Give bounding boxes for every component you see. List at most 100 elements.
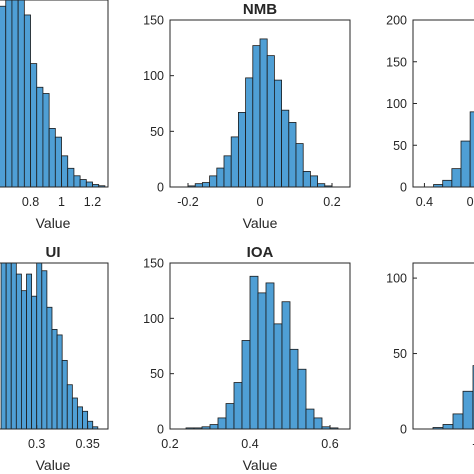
x-tick-label: 0.3	[28, 437, 45, 451]
histogram-bar	[51, 328, 58, 430]
histogram-bar	[217, 417, 227, 430]
histogram-panel-1: -0.2 0 0.2 0 50 100 150 NMB Value	[143, 1, 351, 231]
x-tick-label: 1	[58, 195, 65, 209]
x-tick-label: 0.8	[22, 195, 39, 209]
histogram-bar	[237, 112, 246, 188]
histogram-bar	[5, 0, 13, 188]
panel-title: IOA	[247, 244, 274, 261]
histogram-bar	[56, 334, 63, 430]
histogram-bar	[36, 262, 43, 430]
histogram-bar	[469, 111, 474, 188]
histogram-bar	[313, 417, 323, 430]
y-tick-label: 150	[143, 257, 164, 271]
histogram-bar	[289, 348, 299, 430]
histogram-bar	[0, 5, 7, 188]
histogram-panel-4: 0.2 0.4 0.6 0 50 100 150 IOA Value	[143, 244, 351, 473]
y-tick-label: 0	[400, 423, 407, 437]
histogram-bar	[257, 292, 267, 430]
histogram-bar	[288, 122, 297, 188]
histogram-bar	[302, 171, 311, 188]
histogram-bar	[42, 93, 50, 188]
histogram-panel-0: 0.811.2NGEValue	[0, 0, 109, 231]
histogram-bar	[30, 63, 38, 188]
histogram-bar	[241, 340, 251, 430]
x-axis-label: Value	[243, 215, 278, 231]
histogram-bar	[41, 270, 48, 430]
histogram-bar	[216, 167, 225, 188]
histogram-bar	[225, 403, 235, 430]
histogram-bar	[87, 420, 94, 430]
histogram-bar	[73, 175, 81, 188]
histogram-bar	[305, 408, 315, 430]
y-tick-label: 50	[150, 125, 164, 139]
histogram-bar	[233, 382, 243, 430]
y-tick-label: 50	[393, 347, 407, 361]
histogram-bar	[77, 406, 83, 430]
y-tick-label: 100	[386, 272, 407, 286]
histogram-bar	[460, 140, 471, 188]
histogram-bar	[194, 183, 203, 188]
histogram-bar	[462, 390, 474, 430]
histogram-bar	[66, 384, 73, 430]
histogram-bar	[61, 155, 69, 188]
y-tick-label: 100	[386, 97, 407, 111]
y-tick-label: 100	[143, 312, 164, 326]
histogram-bar	[259, 38, 268, 188]
histogram-bar	[451, 168, 462, 188]
histogram-bar	[17, 0, 25, 188]
histogram-bar	[265, 282, 275, 430]
x-tick-label: 0.4	[241, 437, 258, 451]
histogram-bar	[48, 128, 56, 188]
histogram-bar	[5, 262, 12, 430]
histogram-bar	[82, 410, 89, 430]
histogram-bar	[273, 323, 283, 430]
histogram-bar	[36, 86, 44, 188]
histogram-bar	[297, 368, 307, 430]
histogram-bar	[26, 273, 33, 430]
y-tick-label: 150	[143, 14, 164, 28]
histogram-bar	[281, 109, 290, 188]
x-tick-label: 0.6	[321, 437, 338, 451]
histogram-bar	[71, 397, 78, 430]
histogram-bar	[85, 181, 93, 188]
x-tick-label: 0.4	[416, 195, 433, 209]
histogram-bar	[67, 167, 75, 188]
axes-box	[169, 262, 351, 430]
histogram-panel-2: 0.4 0 0 50 100 150 200	[386, 14, 474, 209]
x-tick-label: 0.2	[161, 437, 178, 451]
histogram-bar	[209, 424, 219, 430]
histogram-bar	[46, 306, 53, 430]
x-tick-label: -0.2	[177, 195, 199, 209]
y-tick-label: 150	[386, 55, 407, 69]
x-tick-label: 0.2	[323, 195, 340, 209]
histogram-bar	[249, 275, 259, 430]
histogram-bar	[245, 77, 254, 188]
axes-box	[0, 0, 109, 188]
histogram-bar	[273, 79, 282, 188]
histogram-bar	[317, 183, 326, 188]
histogram-bar	[10, 262, 17, 430]
y-tick-label: 0	[400, 181, 407, 195]
axes-box	[0, 262, 109, 430]
y-tick-label: 50	[150, 367, 164, 381]
histogram-bar	[11, 0, 19, 188]
histogram-bar	[295, 143, 304, 188]
histogram-bar	[309, 175, 318, 188]
x-tick-label: -0.2	[472, 437, 474, 451]
panel-title: NMB	[243, 1, 277, 18]
histogram-bar	[442, 179, 453, 188]
histogram-bar	[23, 14, 31, 188]
histogram-bar	[442, 424, 454, 430]
x-axis-label: Value	[243, 457, 278, 473]
histogram-bar	[281, 301, 291, 430]
axes-box	[412, 262, 474, 430]
histogram-bar	[61, 359, 68, 430]
histogram-bar	[79, 179, 87, 188]
histogram-bar	[266, 55, 275, 188]
histogram-panel-5: -0.2 0 50 100	[386, 262, 474, 451]
x-axis-label: Value	[36, 457, 71, 473]
panel-title: UI	[46, 244, 61, 261]
y-tick-label: 0	[157, 423, 164, 437]
